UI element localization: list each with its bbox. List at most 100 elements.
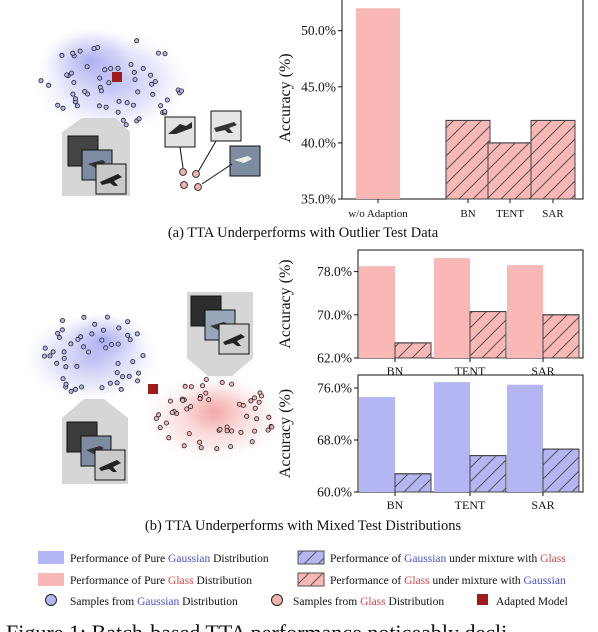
sample-dot <box>128 62 134 68</box>
sample-dot <box>114 370 120 376</box>
sample-dot <box>248 398 254 404</box>
sample-dot <box>97 75 103 81</box>
sample-dot <box>54 360 60 366</box>
sample-dot <box>269 424 275 430</box>
illustration-a <box>32 26 261 196</box>
y-tick-label: 78.0% <box>317 264 352 279</box>
sample-dot <box>86 349 92 355</box>
sample-dot <box>140 353 146 359</box>
sample-dot <box>252 428 258 434</box>
sample-dot <box>59 52 65 58</box>
y-tick-label: 40.0% <box>301 135 336 150</box>
sample-dot <box>167 398 173 404</box>
y-tick-label: 60.0% <box>317 485 352 500</box>
sample-dot <box>69 70 75 76</box>
sample-dot <box>107 380 113 386</box>
sample-dot <box>131 69 137 75</box>
legend-label-adapted-model: Adapted Model <box>496 596 568 608</box>
legend-marker-glass-sample <box>271 594 283 606</box>
sample-dot <box>229 381 235 387</box>
sample-dot <box>180 397 186 403</box>
x-tick-label: TENT <box>455 498 486 512</box>
x-tick-label: SAR <box>531 498 554 512</box>
sample-dot <box>224 428 230 434</box>
sample-dot <box>115 360 121 366</box>
sample-dot <box>127 337 133 343</box>
legend: Performance of Pure Gaussian Distributio… <box>38 550 568 608</box>
sample-dot <box>197 396 203 402</box>
sample-dot <box>149 81 155 87</box>
legend-label-samples-gaussian: Samples from Gaussian Distribution <box>70 596 238 608</box>
sample-dot <box>134 331 140 337</box>
sample-dot <box>197 439 203 445</box>
sample-dot <box>98 88 104 94</box>
sample-dot <box>42 345 48 351</box>
sample-dot <box>228 444 234 450</box>
legend-swatch-pure-glass <box>38 573 64 586</box>
sample-dot <box>116 98 122 104</box>
sample-dot <box>81 314 87 320</box>
bar-hatch <box>394 473 432 493</box>
airplane-icon <box>100 174 122 186</box>
sample-dot <box>203 390 209 396</box>
gaussian-sample-cluster <box>38 38 184 128</box>
chart-b-gaussian: 60.0% 68.0% 76.0% Accuracy (%) BN TENT SAR <box>277 374 584 512</box>
x-tick-label: SAR <box>542 208 564 220</box>
sample-dot <box>63 381 69 387</box>
x-tick-label: BN <box>460 208 475 220</box>
caption-b: (b) TTA Underperforms with Mixed Test Di… <box>145 518 462 534</box>
bar-hatch <box>542 448 580 493</box>
bar <box>507 384 543 492</box>
sample-dot <box>74 363 80 369</box>
chart-a: 35.0% 40.0% 45.0% 50.0% Accuracy (%) w/o Adap… <box>277 0 584 220</box>
sample-dot <box>229 428 235 434</box>
sample-dot <box>70 50 76 56</box>
glass-sample-dot <box>194 183 202 191</box>
sample-dot <box>254 416 260 422</box>
callout-shape <box>187 358 253 376</box>
x-tick-label: w/o Adaption <box>348 208 408 220</box>
bar-hatch <box>445 119 491 200</box>
sample-dot <box>115 341 121 347</box>
illustration-b <box>22 292 286 484</box>
sample-dot <box>134 38 140 44</box>
sample-dot <box>240 402 246 408</box>
sample-dot <box>181 443 187 449</box>
y-tick-label: 68.0% <box>317 433 352 448</box>
sample-dot <box>123 122 129 128</box>
gaussian-density-blob <box>40 26 140 94</box>
sample-dot <box>100 327 106 333</box>
adapted-model-marker <box>148 384 158 394</box>
sample-dot <box>71 80 77 86</box>
sample-dot <box>169 410 175 416</box>
sample-dot <box>125 319 131 325</box>
callout-shape <box>62 118 130 132</box>
sample-dot <box>265 427 271 433</box>
sample-dot <box>150 91 156 97</box>
sample-dot <box>152 79 158 85</box>
sample-dot <box>115 109 121 115</box>
sample-dot <box>203 377 209 383</box>
sample-dot <box>61 349 67 355</box>
bar-hatch <box>542 314 580 359</box>
sample-dot <box>132 77 138 83</box>
airplane-icon <box>214 122 237 133</box>
sample-dot <box>135 89 141 95</box>
bar <box>359 266 395 358</box>
legend-label-pure-glass: Performance of Pure Glass Distribution <box>70 575 252 587</box>
sample-dot <box>115 65 121 71</box>
sample-dot <box>75 336 81 342</box>
glass-sample-dot <box>192 170 200 178</box>
hatch-overlay <box>298 551 324 564</box>
sample-dot <box>252 405 258 411</box>
sample-dot <box>188 384 194 390</box>
sample-dot <box>99 385 105 391</box>
sample-dot <box>60 317 66 323</box>
hatch-overlay <box>298 573 324 586</box>
sample-dot <box>102 67 108 73</box>
sample-dot <box>60 376 66 382</box>
sample-dot <box>256 399 262 405</box>
airplane-icon <box>168 122 192 134</box>
sample-dot <box>118 386 124 392</box>
